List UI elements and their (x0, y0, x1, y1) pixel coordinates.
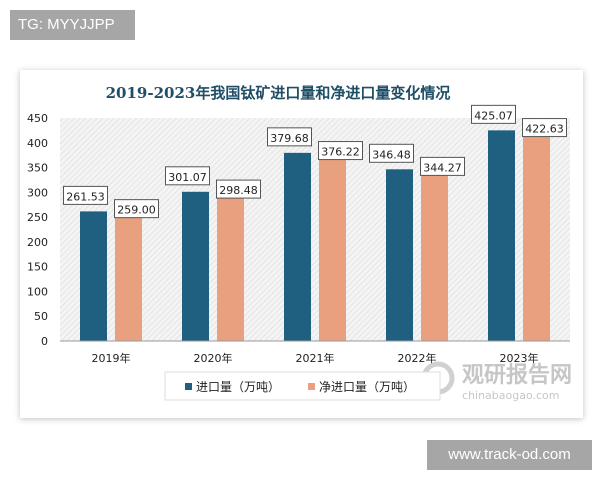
bar-net-import (421, 170, 448, 341)
bar-import (488, 130, 515, 341)
x-tick-label: 2019年 (92, 351, 131, 365)
data-label-box (114, 199, 159, 219)
site-url: www.track-od.com (427, 440, 592, 470)
x-tick-label: 2023年 (500, 351, 539, 365)
x-tick-label: 2021年 (296, 351, 335, 365)
data-label: 261.53 (66, 190, 105, 203)
y-tick-label: 150 (27, 261, 48, 274)
legend-label-import: 进口量（万吨） (196, 380, 280, 394)
data-label: 425.07 (474, 109, 513, 122)
y-tick-label: 450 (27, 112, 48, 125)
x-tick-label: 2020年 (194, 351, 233, 365)
bar-net-import (217, 193, 244, 341)
watermark-cn: 观研报告网 (462, 363, 572, 388)
plot-background (60, 118, 570, 341)
chart-title: 2019-2023年我国钛矿进口量和净进口量变化情况 (106, 84, 451, 102)
bar-net-import (115, 212, 142, 341)
data-label: 301.07 (168, 171, 207, 184)
y-tick-label: 250 (27, 211, 48, 224)
x-tick-label: 2022年 (398, 351, 437, 365)
data-label: 259.00 (117, 204, 156, 217)
legend-swatch-import (185, 383, 192, 390)
y-tick-label: 400 (27, 137, 48, 150)
y-tick-label: 350 (27, 162, 48, 175)
data-label: 379.68 (270, 132, 309, 145)
watermark-en: chinabaogao.com (462, 389, 560, 402)
legend-box (164, 371, 441, 401)
bar-net-import (319, 154, 346, 341)
data-label-box (420, 156, 465, 176)
data-label-box (318, 141, 363, 161)
bar-import (386, 169, 413, 341)
legend-swatch-net-import (308, 383, 315, 390)
data-label: 344.27 (423, 161, 462, 174)
data-label-box (216, 179, 261, 199)
y-tick-label: 50 (34, 310, 48, 323)
data-label-box (522, 118, 567, 138)
watermark-logo: 观研报告网 chinabaogao.com (421, 361, 572, 402)
y-tick-label: 100 (27, 285, 48, 298)
data-label-box (63, 185, 108, 205)
channel-badge: TG: MYYJJPP (10, 10, 135, 40)
bar-import (182, 191, 209, 341)
bar-import (80, 211, 107, 341)
data-label-box (165, 166, 210, 186)
legend-label-net-import: 净进口量（万吨） (319, 380, 415, 394)
data-label-box (471, 104, 516, 124)
data-label: 346.48 (372, 148, 411, 161)
data-label-box (267, 127, 312, 147)
y-tick-label: 0 (41, 335, 48, 348)
data-label-box (369, 143, 414, 163)
y-tick-label: 200 (27, 236, 48, 249)
data-label: 376.22 (321, 146, 360, 159)
data-label: 298.48 (219, 184, 258, 197)
data-label: 422.63 (525, 123, 564, 136)
bar-net-import (523, 131, 550, 341)
y-tick-label: 300 (27, 186, 48, 199)
bar-import (284, 152, 311, 341)
